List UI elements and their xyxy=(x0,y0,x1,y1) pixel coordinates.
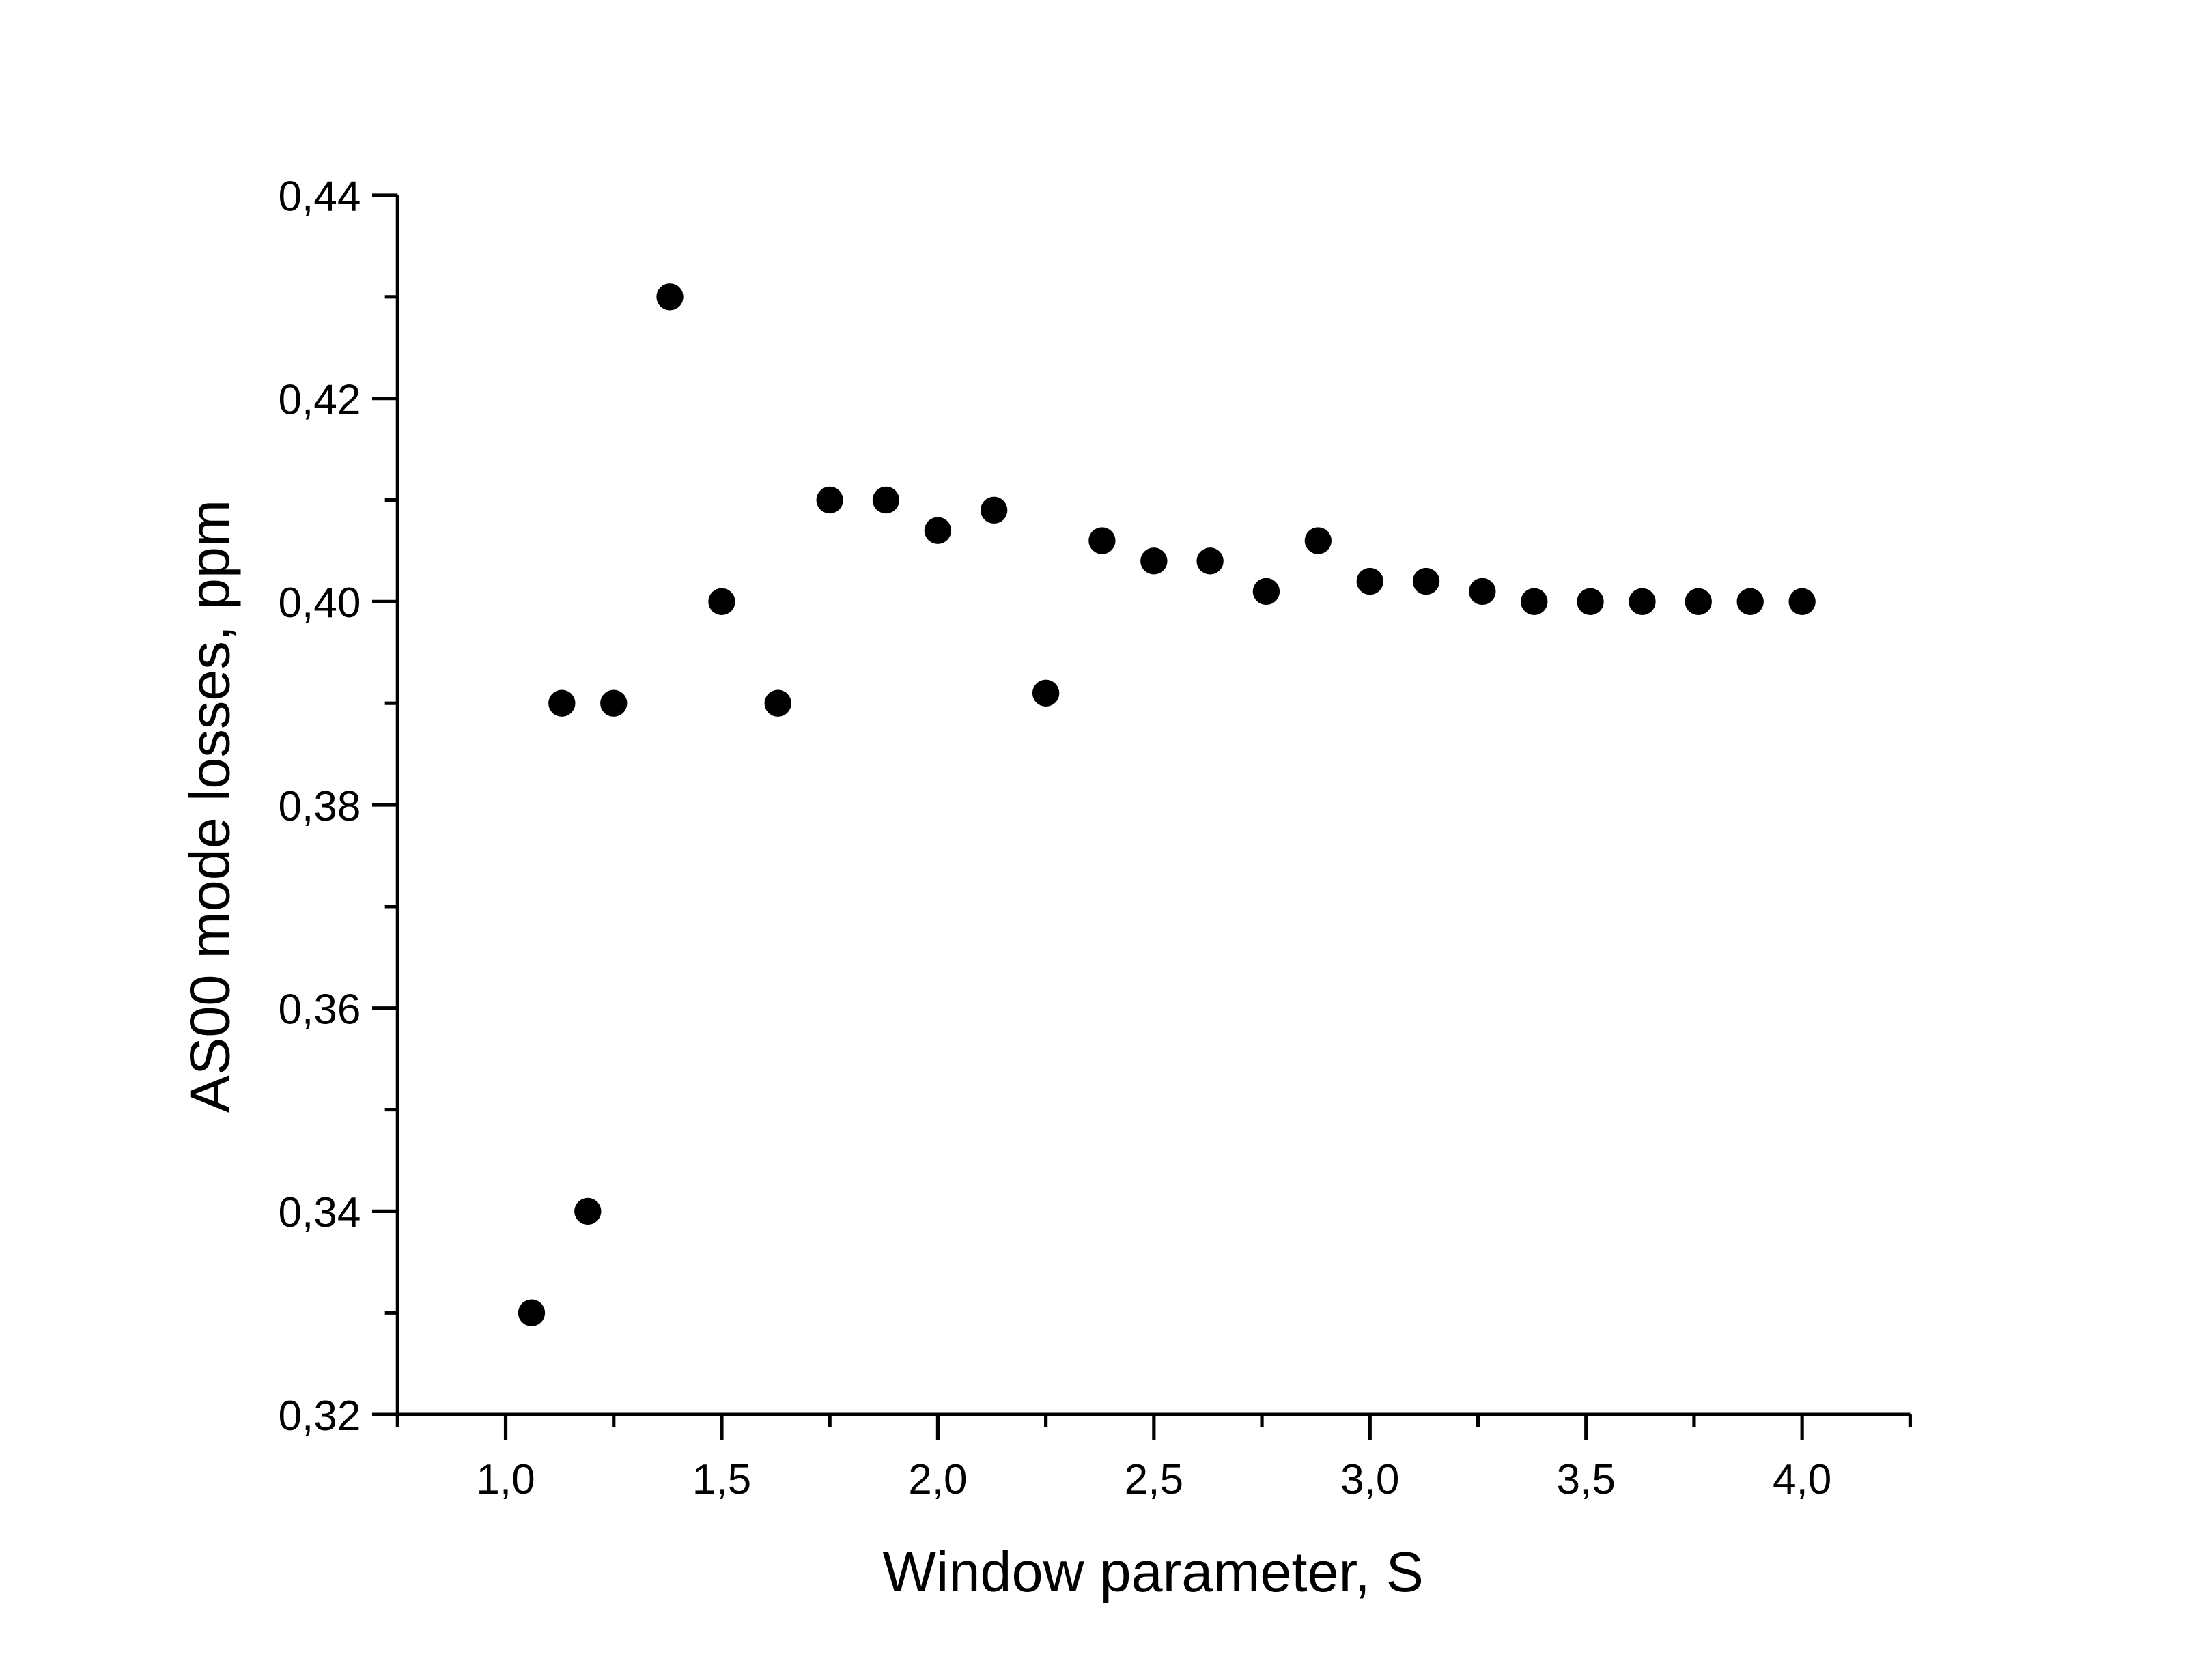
point xyxy=(708,588,735,616)
point xyxy=(1577,588,1604,616)
x-tick-label: 4,0 xyxy=(1773,1456,1831,1503)
point xyxy=(574,1197,602,1225)
y-tick-label: 0,42 xyxy=(278,376,361,423)
point xyxy=(518,1299,546,1326)
point xyxy=(548,689,576,717)
point xyxy=(981,496,1008,524)
point xyxy=(1412,567,1440,595)
point xyxy=(1736,588,1764,616)
y-tick-label: 0,38 xyxy=(278,783,361,830)
point xyxy=(1788,588,1816,616)
x-tick-label: 1,0 xyxy=(476,1456,535,1503)
point xyxy=(1629,588,1656,616)
y-tick-label: 0,44 xyxy=(278,173,361,220)
point xyxy=(656,283,684,311)
point xyxy=(1469,578,1496,606)
point xyxy=(816,486,843,514)
y-tick-label: 0,32 xyxy=(278,1393,361,1440)
point xyxy=(764,689,791,717)
x-tick-label: 2,0 xyxy=(908,1456,967,1503)
y-tick-label: 0,34 xyxy=(278,1189,361,1236)
point xyxy=(924,517,952,544)
point xyxy=(1032,679,1060,707)
x-tick-label: 3,0 xyxy=(1340,1456,1399,1503)
point xyxy=(1356,567,1383,595)
x-tick-label: 1,5 xyxy=(692,1456,751,1503)
point xyxy=(1252,578,1280,606)
point xyxy=(1521,588,1548,616)
x-tick-label: 2,5 xyxy=(1125,1456,1183,1503)
y-tick-label: 0,40 xyxy=(278,580,361,627)
y-axis-title: AS00 mode losses, ppm xyxy=(178,500,242,1113)
point xyxy=(1196,547,1224,575)
point xyxy=(872,486,900,514)
point xyxy=(1140,547,1168,575)
x-axis-title: Window parameter, S xyxy=(883,1540,1424,1604)
y-tick-label: 0,36 xyxy=(278,986,361,1033)
point xyxy=(1685,588,1712,616)
point xyxy=(1304,527,1332,554)
point xyxy=(600,689,628,717)
x-tick-label: 3,5 xyxy=(1557,1456,1616,1503)
point xyxy=(1088,527,1116,554)
